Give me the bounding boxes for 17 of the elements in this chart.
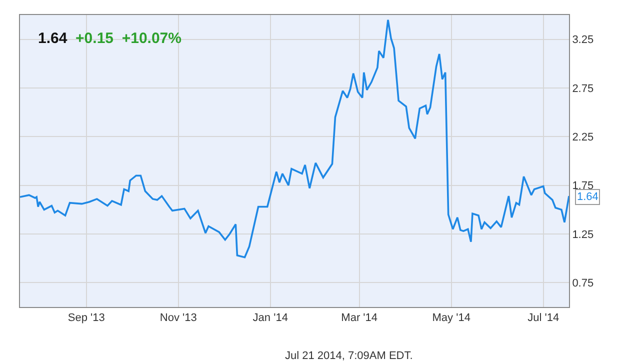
text: 1.64	[38, 30, 68, 47]
y-tick-label: 0.75	[572, 278, 594, 290]
y-tick-label: 2.75	[572, 82, 594, 95]
text: Jul 21 2014, 7:09AM EDT.	[285, 350, 413, 362]
annotation: 1.64	[577, 191, 598, 203]
y-tick-label: 1.25	[572, 228, 594, 241]
x-tick-label: Nov '13	[160, 312, 197, 324]
y-tick-label: 1.75	[572, 180, 594, 192]
y-tick-label: 2.25	[572, 132, 594, 144]
x-tick-label: Mar '14	[341, 312, 378, 324]
text: +0.15 +10.07%	[76, 30, 182, 47]
x-tick-label: Jul '14	[528, 312, 560, 324]
y-tick-label: 3.25	[572, 34, 594, 46]
x-tick-label: May '14	[432, 312, 470, 324]
line-series	[20, 18, 569, 258]
x-tick-label: Jan '14	[252, 312, 288, 324]
x-tick-label: Sep '13	[68, 312, 105, 324]
